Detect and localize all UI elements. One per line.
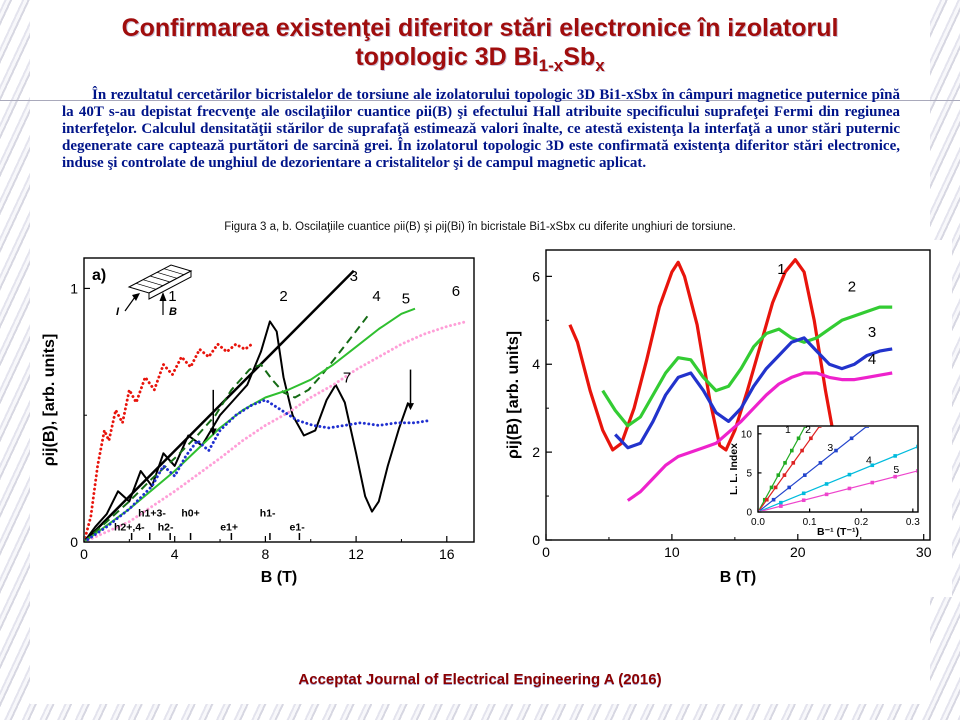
- svg-text:30: 30: [916, 544, 932, 560]
- svg-text:20: 20: [790, 544, 806, 560]
- svg-text:0: 0: [532, 532, 540, 548]
- svg-text:e1-: e1-: [290, 522, 306, 534]
- svg-text:0.2: 0.2: [854, 517, 868, 528]
- svg-text:0.0: 0.0: [751, 517, 765, 528]
- svg-text:0: 0: [542, 544, 550, 560]
- svg-text:ρij(B), [arb. units]: ρij(B), [arb. units]: [41, 334, 58, 467]
- svg-text:2: 2: [279, 288, 287, 305]
- figure-caption: Figura 3 a, b. Oscilaţiile cuantice ρii(…: [224, 221, 736, 233]
- figure-panel-b: 0 10 20 30 0 2 4 6 B (T) ρij(B) [arb. units] 1 2 3 4 0…: [502, 240, 952, 597]
- svg-text:I: I: [116, 306, 120, 318]
- svg-text:5: 5: [746, 468, 752, 479]
- svg-text:0.3: 0.3: [906, 517, 920, 528]
- title-line2: topologic 3D Bi1-xSbx: [355, 43, 605, 75]
- svg-text:3: 3: [350, 268, 358, 285]
- svg-text:B: B: [169, 306, 177, 318]
- svg-text:e1+: e1+: [220, 522, 238, 534]
- svg-text:h2-: h2-: [158, 522, 174, 534]
- svg-text:3: 3: [868, 324, 876, 341]
- svg-text:h2+,4-: h2+,4-: [114, 522, 145, 534]
- svg-text:ρij(B) [arb. units]: ρij(B) [arb. units]: [505, 331, 522, 459]
- svg-text:1: 1: [70, 280, 78, 296]
- svg-text:10: 10: [664, 544, 680, 560]
- title-line1: Confirmarea existenţei diferitor stări e…: [121, 14, 839, 42]
- svg-text:1: 1: [168, 288, 176, 305]
- svg-text:a): a): [92, 267, 106, 284]
- svg-text:10: 10: [741, 429, 753, 440]
- svg-text:7: 7: [343, 369, 351, 386]
- svg-text:2: 2: [805, 424, 811, 436]
- svg-text:4: 4: [866, 455, 872, 467]
- svg-text:0: 0: [746, 508, 752, 519]
- footer-accepted-note: Acceptat Journal of Electrical Engineeri…: [298, 671, 662, 688]
- svg-text:B⁻¹ (T⁻¹): B⁻¹ (T⁻¹): [817, 526, 859, 538]
- svg-text:h0+: h0+: [181, 508, 199, 520]
- svg-text:L. L. Index: L. L. Index: [728, 443, 740, 495]
- svg-text:B (T): B (T): [720, 569, 756, 586]
- abstract-paragraph: În rezultatul cercetărilor bicristalelor…: [62, 87, 900, 171]
- svg-text:0: 0: [80, 546, 88, 562]
- figure-panel-a: 0 4 8 12 16 0 1 B (T) ρij(B), [arb. units] a) 1 2 3 4…: [34, 246, 494, 619]
- svg-text:4: 4: [372, 288, 380, 305]
- svg-text:12: 12: [348, 546, 364, 562]
- svg-text:1: 1: [777, 261, 785, 278]
- svg-text:5: 5: [893, 464, 899, 476]
- divider-line: [0, 100, 960, 101]
- svg-text:1: 1: [785, 424, 791, 436]
- svg-text:16: 16: [439, 546, 455, 562]
- svg-text:4: 4: [171, 546, 179, 562]
- svg-text:5: 5: [402, 291, 410, 308]
- svg-text:B (T): B (T): [261, 569, 297, 586]
- svg-text:8: 8: [261, 546, 269, 562]
- svg-text:2: 2: [848, 279, 856, 296]
- svg-text:0: 0: [70, 534, 78, 550]
- slide-title: Confirmarea existenţei diferitor stări e…: [60, 14, 900, 76]
- svg-text:4: 4: [532, 356, 540, 372]
- svg-text:3: 3: [827, 442, 833, 454]
- svg-text:2: 2: [532, 444, 540, 460]
- svg-text:0.1: 0.1: [803, 517, 817, 528]
- svg-text:6: 6: [452, 283, 460, 300]
- svg-text:6: 6: [532, 268, 540, 284]
- svg-text:h1+3-: h1+3-: [138, 508, 166, 520]
- svg-text:h1-: h1-: [260, 508, 276, 520]
- svg-text:4: 4: [868, 351, 876, 368]
